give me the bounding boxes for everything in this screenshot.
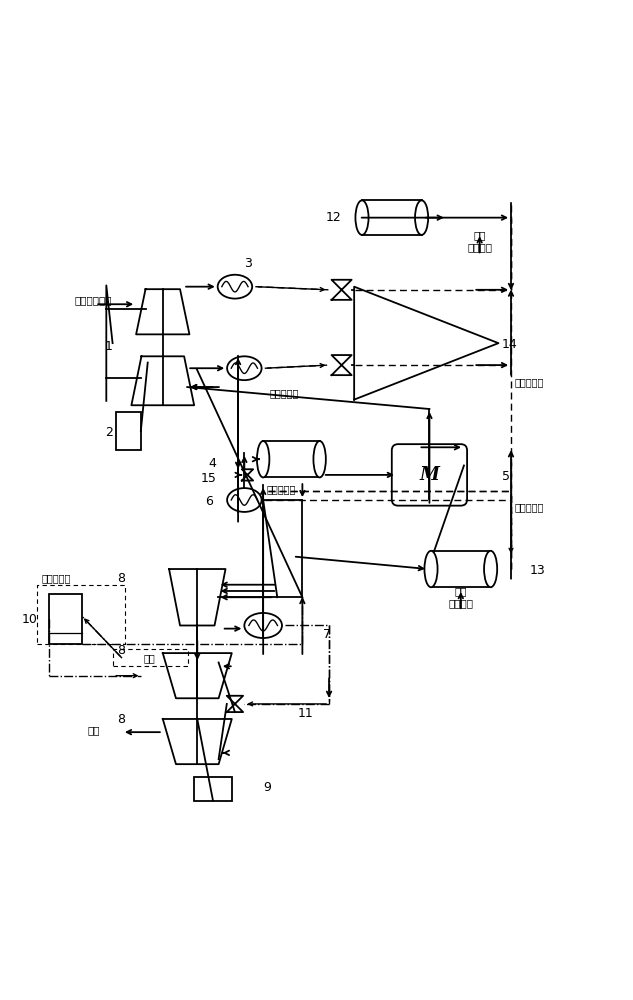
Text: 排气: 排气 (87, 725, 100, 735)
Ellipse shape (257, 441, 270, 477)
Bar (116, 412, 141, 450)
Text: 8: 8 (117, 644, 125, 657)
Text: 从环境取空气: 从环境取空气 (75, 295, 113, 305)
Bar (194, 777, 232, 801)
Ellipse shape (425, 551, 437, 587)
Ellipse shape (227, 356, 261, 380)
Text: 14: 14 (501, 338, 517, 351)
Text: 6: 6 (205, 495, 213, 508)
Text: 3: 3 (244, 257, 252, 270)
Ellipse shape (218, 275, 252, 299)
Text: 输出热介质: 输出热介质 (266, 484, 296, 494)
Text: 返回热介质: 返回热介质 (514, 377, 544, 387)
Ellipse shape (415, 200, 428, 235)
Ellipse shape (313, 441, 326, 477)
Text: 天然气管道: 天然气管道 (42, 573, 71, 583)
Text: 输出冷介质: 输出冷介质 (270, 388, 299, 398)
Text: 7: 7 (323, 628, 331, 641)
Text: 11: 11 (298, 707, 313, 720)
Text: 15: 15 (200, 472, 216, 485)
Text: 5: 5 (501, 470, 510, 483)
Bar (263, 441, 320, 477)
Text: 8: 8 (117, 572, 125, 585)
Text: 12: 12 (326, 211, 342, 224)
Text: 1: 1 (104, 340, 113, 353)
Ellipse shape (244, 613, 282, 638)
Bar (431, 551, 491, 587)
Text: 2: 2 (104, 426, 113, 439)
Ellipse shape (227, 488, 261, 512)
Text: 4: 4 (208, 457, 216, 470)
Text: 9: 9 (263, 781, 271, 794)
FancyBboxPatch shape (392, 444, 467, 506)
Bar (362, 200, 422, 235)
Text: 返回冷介质: 返回冷介质 (514, 503, 544, 513)
Ellipse shape (356, 200, 368, 235)
Text: 供应
生活热水: 供应 生活热水 (467, 231, 492, 252)
Text: 供应
生活热水: 供应 生活热水 (448, 586, 473, 608)
Text: 13: 13 (530, 564, 546, 577)
Text: 10: 10 (22, 613, 37, 626)
Text: 8: 8 (117, 713, 125, 726)
Text: M: M (420, 466, 439, 484)
Ellipse shape (484, 551, 497, 587)
Bar (49, 594, 82, 644)
Text: 抽气: 抽气 (144, 653, 156, 663)
